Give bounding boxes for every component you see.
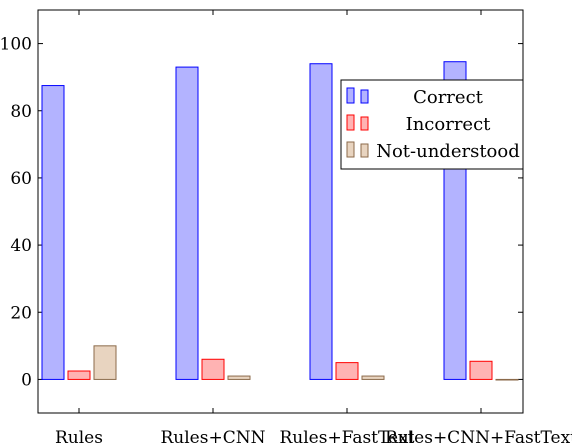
plot-frame — [37, 9, 524, 414]
x-tick-label: Rules+CNN+FastText — [385, 428, 572, 448]
legend-swatch — [346, 141, 355, 158]
y-tick-label: 100 — [0, 35, 32, 55]
bar-correct — [41, 85, 65, 380]
bar-incorrect — [469, 360, 493, 380]
legend-swatch — [360, 143, 369, 158]
legend-label: Not-understood — [376, 141, 520, 162]
bars — [41, 61, 519, 381]
x-tick-label: Rules+CNN — [161, 428, 266, 448]
x-tick-label: Rules+FastText — [279, 428, 414, 448]
legend-swatch — [346, 114, 355, 131]
legend-label: Incorrect — [406, 114, 492, 135]
axis-ticks — [38, 10, 523, 413]
bar-incorrect — [335, 362, 359, 380]
bar-not-understood — [495, 378, 519, 381]
legend: Correct Incorrect Not-understood — [340, 79, 524, 170]
y-tick-label: 20 — [10, 303, 32, 323]
y-tick-label: 60 — [10, 169, 32, 189]
bar-not-understood — [361, 375, 385, 380]
bar-correct — [175, 66, 199, 380]
y-tick-label: 0 — [21, 370, 32, 390]
bar-not-understood — [227, 375, 251, 380]
bar-incorrect — [201, 358, 225, 380]
y-tick-labels: 0 20 40 60 80 100 — [0, 35, 32, 391]
bar-incorrect — [67, 370, 91, 380]
legend-box — [340, 79, 524, 170]
y-tick-label: 40 — [10, 236, 32, 256]
y-tick-label: 80 — [10, 102, 32, 122]
bar-correct — [309, 63, 333, 380]
legend-swatch — [360, 89, 369, 104]
legend-swatch — [360, 116, 369, 131]
bar-not-understood — [93, 345, 117, 380]
legend-label: Correct — [413, 87, 484, 108]
x-tick-label: Rules — [55, 428, 103, 448]
legend-swatch — [346, 87, 355, 104]
x-tick-labels: Rules Rules+CNN Rules+FastTextRules+CNN+Fa… — [55, 428, 572, 448]
